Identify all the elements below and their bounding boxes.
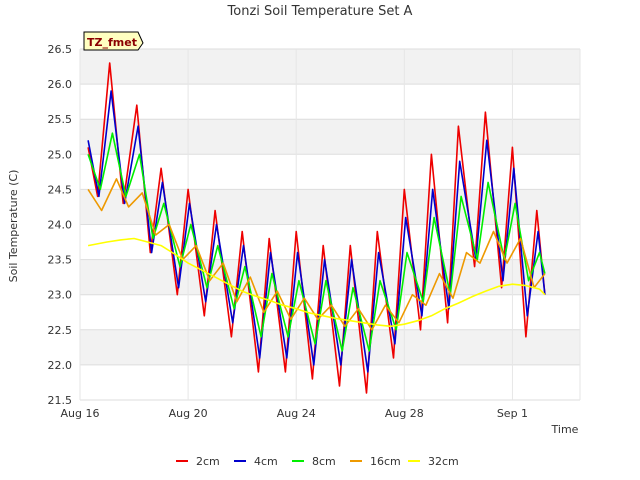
plot-band (80, 259, 580, 295)
x-tick-label: Aug 24 (277, 407, 316, 420)
legend-label: 2cm (196, 455, 220, 468)
y-axis-ticks: 21.5 22.0 22.5 23.0 23.5 24.0 24.5 25.0 25.5 26.0… (48, 43, 73, 407)
legend-item-2cm: 2cm (176, 455, 220, 468)
x-axis-title: Time (551, 423, 579, 436)
x-tick-label: Aug 20 (169, 407, 208, 420)
series-layer (87, 62, 546, 394)
dataset-badge: TZ_fmet (83, 31, 144, 51)
y-axis-title: Soil Temperature (C) (7, 170, 20, 283)
plot-band (80, 49, 580, 85)
y-tick-label: 26.0 (48, 78, 73, 91)
plot-band (80, 329, 580, 365)
x-tick-label: Aug 28 (385, 407, 424, 420)
series-line-2cm (87, 62, 546, 394)
y-tick-label: 23.0 (48, 289, 73, 302)
y-tick-label: 25.5 (48, 113, 73, 126)
badge-shape (83, 31, 144, 51)
y-tick-label: 23.5 (48, 254, 73, 267)
x-tick-label: Aug 16 (61, 407, 100, 420)
legend-item-8cm: 8cm (292, 455, 336, 468)
legend-item-4cm: 4cm (234, 455, 278, 468)
series-line-4cm (87, 90, 546, 373)
legend-label: 8cm (312, 455, 336, 468)
y-tick-label: 26.5 (48, 43, 73, 56)
legend-label: 4cm (254, 455, 278, 468)
y-tick-label: 24.0 (48, 219, 73, 232)
chart-title: Tonzi Soil Temperature Set A (227, 4, 413, 19)
x-axis-ticks: Aug 16 Aug 20 Aug 24 Aug 28 Sep 1 (61, 407, 529, 420)
series-line-16cm (87, 178, 546, 331)
legend-label: 32cm (428, 455, 459, 468)
y-tick-label: 22.0 (48, 359, 73, 372)
x-tick-label: Sep 1 (497, 407, 528, 420)
y-tick-label: 22.5 (48, 324, 73, 337)
y-tick-label: 24.5 (48, 183, 73, 196)
series-line-32cm (87, 237, 546, 328)
y-tick-label: 25.0 (48, 148, 73, 161)
legend-item-16cm: 16cm (350, 455, 401, 468)
legend-item-32cm: 32cm (408, 455, 459, 468)
badge-label: TZ_fmet (87, 36, 137, 49)
y-tick-label: 21.5 (48, 394, 73, 407)
plot-band (80, 119, 580, 155)
legend: 2cm 4cm 8cm 16cm 32cm (176, 455, 459, 468)
legend-label: 16cm (370, 455, 401, 468)
series-line-8cm (87, 132, 546, 352)
